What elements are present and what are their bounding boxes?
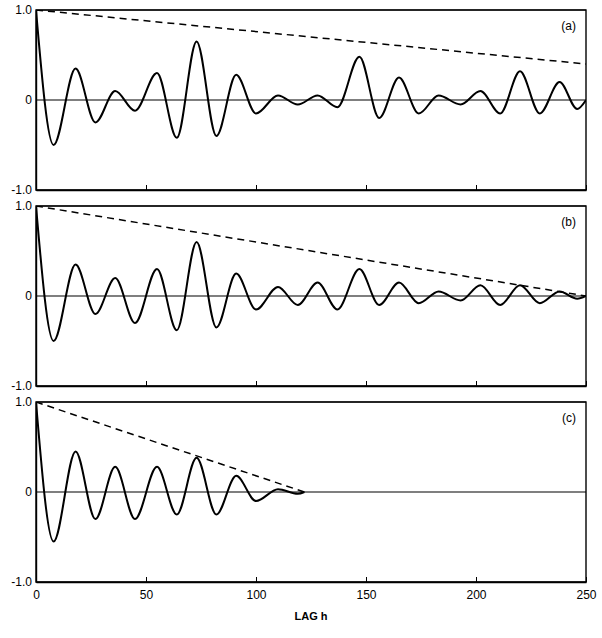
x-tick-mark — [146, 185, 147, 190]
x-tick-mark — [586, 577, 587, 582]
y-axis-line — [36, 403, 37, 583]
x-tick-mark — [256, 185, 257, 190]
x-tick-mark — [476, 185, 477, 190]
dashed-line — [36, 10, 586, 64]
x-tick-mark — [366, 577, 367, 582]
panel-label: (b) — [561, 215, 576, 229]
series-line — [36, 402, 304, 542]
lines — [36, 206, 586, 341]
x-tick — [586, 381, 587, 386]
panel-label: (c) — [562, 411, 576, 425]
x-axis-line — [37, 190, 587, 191]
y-tick: 0 — [25, 485, 36, 499]
y-axis: -1.0 0 1.0 — [11, 199, 36, 393]
x-tick-mark — [146, 577, 147, 582]
series-line — [36, 206, 586, 341]
grid-line — [36, 491, 586, 492]
lines — [36, 10, 586, 145]
x-tick-label: 50 — [140, 588, 154, 602]
x-tick-label: 250 — [576, 588, 596, 602]
x-tick-mark — [366, 381, 367, 386]
x-tick — [476, 185, 477, 190]
plot-frame — [36, 206, 586, 386]
x-tick-label: 200 — [466, 588, 486, 602]
grid-line — [36, 295, 586, 296]
x-tick — [256, 185, 257, 190]
x-tick — [366, 185, 367, 190]
x-tick — [146, 381, 147, 386]
y-tick-label: -1.0 — [11, 575, 32, 589]
y-axis: -1.0 0 1.0 — [11, 3, 36, 197]
x-tick: 50 — [140, 577, 154, 602]
x-tick-mark — [146, 381, 147, 386]
x-tick — [256, 381, 257, 386]
y-tick: -1.0 — [11, 379, 36, 393]
grid — [36, 402, 586, 582]
x-axis — [37, 185, 587, 191]
x-tick-label: 150 — [356, 588, 376, 602]
plot-frame — [36, 402, 586, 582]
panel: -1.0 0 1.0 (b) — [11, 199, 586, 393]
y-tick-label: -1.0 — [11, 379, 32, 393]
x-tick — [586, 185, 587, 190]
y-tick: 0 — [25, 289, 36, 303]
x-tick: 100 — [246, 577, 266, 602]
x-tick — [146, 185, 147, 190]
grid-line — [36, 99, 586, 100]
series-line — [36, 10, 586, 145]
x-axis-title: LAG h — [295, 610, 328, 622]
x-tick-mark — [256, 381, 257, 386]
dashed-line — [36, 206, 586, 296]
y-tick-label: -1.0 — [11, 183, 32, 197]
grid — [36, 206, 586, 386]
y-tick-label: 1.0 — [15, 395, 32, 409]
x-tick-mark — [476, 381, 477, 386]
y-tick: 0 — [25, 93, 36, 107]
y-tick: 1.0 — [15, 199, 36, 213]
lines — [36, 402, 304, 542]
y-tick-label: 1.0 — [15, 3, 32, 17]
grid — [36, 10, 586, 190]
x-tick-mark — [586, 185, 587, 190]
y-tick: -1.0 — [11, 183, 36, 197]
y-tick: 1.0 — [15, 395, 36, 409]
x-tick — [476, 381, 477, 386]
x-tick-mark — [256, 577, 257, 582]
x-tick: 200 — [466, 577, 486, 602]
x-tick-label: 100 — [246, 588, 266, 602]
y-axis: -1.0 0 1.0 — [11, 395, 36, 589]
y-axis-line — [36, 11, 37, 191]
x-tick: 150 — [356, 577, 376, 602]
y-tick-label: 0 — [25, 93, 32, 107]
x-tick: 250 — [576, 577, 596, 602]
plot-frame — [36, 10, 586, 190]
chart: -1.001.0(a)-1.001.0(b)050100150200250-1.… — [0, 0, 602, 638]
dashed-line — [36, 402, 304, 492]
y-tick: 1.0 — [15, 3, 36, 17]
x-axis: 0 50 100 150 200 250 — [33, 577, 597, 602]
y-axis-line — [36, 207, 37, 387]
y-tick: -1.0 — [11, 575, 36, 589]
x-tick-mark — [476, 577, 477, 582]
panel: 050100150200250-1.001.0(c)LAG h — [11, 395, 597, 622]
x-axis — [37, 381, 587, 387]
y-tick-label: 0 — [25, 289, 32, 303]
x-tick-mark — [366, 185, 367, 190]
x-tick-mark — [586, 381, 587, 386]
y-tick-label: 0 — [25, 485, 32, 499]
x-tick-label: 0 — [33, 588, 40, 602]
x-axis-line — [37, 582, 587, 583]
x-axis-line — [37, 386, 587, 387]
x-tick — [366, 381, 367, 386]
panel-label: (a) — [561, 19, 576, 33]
y-tick-label: 1.0 — [15, 199, 32, 213]
panel: -1.0 0 1.0 (a) — [11, 3, 586, 197]
